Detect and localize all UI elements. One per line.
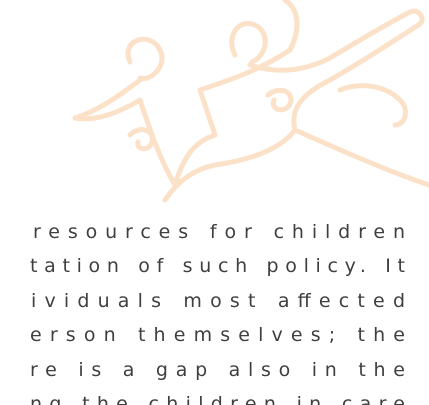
- text-line: erson themselves; the: [30, 324, 405, 346]
- text-line: ividuals most affected: [31, 290, 405, 312]
- text-line: re is a gap also in the: [30, 359, 405, 381]
- text-line: ng the children in care: [30, 393, 405, 405]
- page: resources for children tation of such po…: [0, 0, 429, 405]
- text-line: tation of such policy. It: [30, 255, 405, 277]
- decoration: [75, 0, 429, 200]
- text-line: resources for children: [33, 221, 405, 243]
- body-text: resources for children tation of such po…: [30, 221, 405, 405]
- document: resources for children tation of such po…: [0, 0, 429, 405]
